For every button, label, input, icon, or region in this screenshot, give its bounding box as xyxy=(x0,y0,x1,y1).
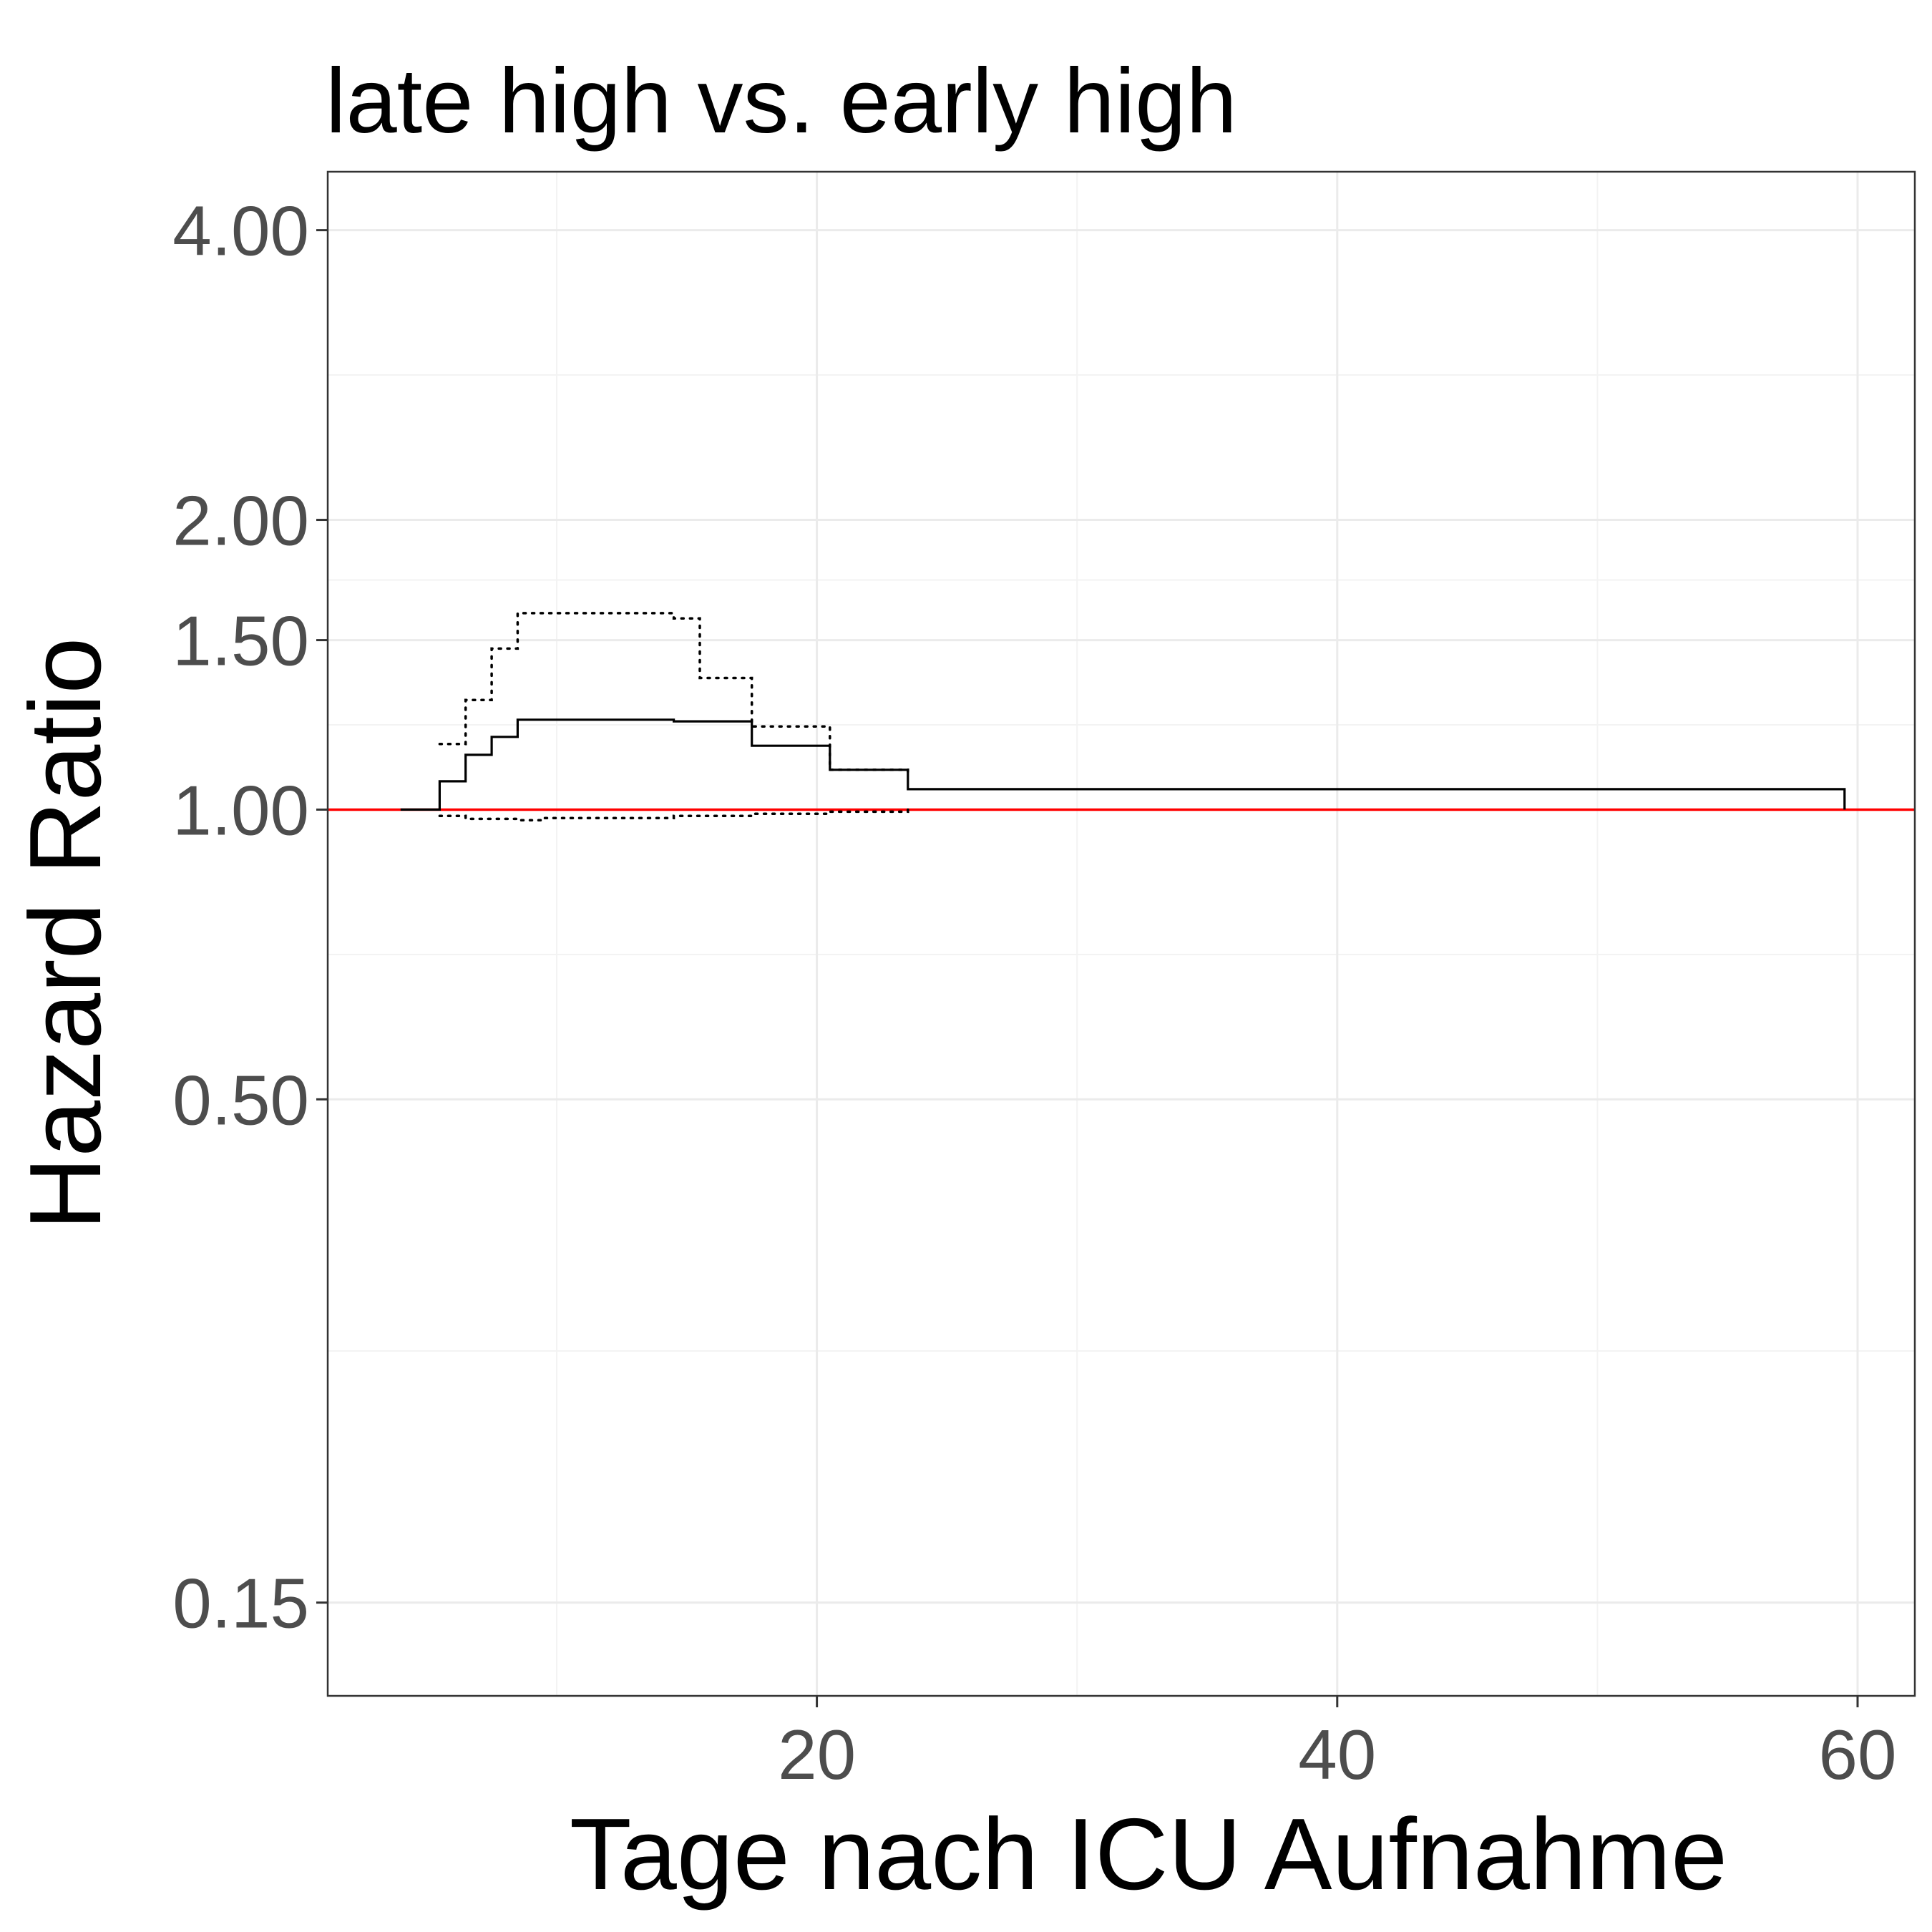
y-tick-label: 4.00 xyxy=(172,192,309,270)
chart-title: late high vs. early high xyxy=(326,50,1237,152)
x-axis-title: Tage nach ICU Aufnahme xyxy=(570,1797,1727,1911)
x-tick-label: 60 xyxy=(1818,1715,1896,1794)
confidence-bound-line xyxy=(438,808,909,821)
x-tick-label: 20 xyxy=(778,1715,856,1794)
y-tick-label: 0.15 xyxy=(172,1564,309,1643)
y-tick-label: 0.50 xyxy=(172,1060,309,1139)
panel-border xyxy=(326,170,1916,1697)
y-tick-label: 1.50 xyxy=(172,602,309,680)
y-tick-label: 2.00 xyxy=(172,482,309,560)
confidence-bound-line xyxy=(438,612,909,774)
y-tick-label: 1.00 xyxy=(172,771,309,849)
y-axis-title: Hazard Ratio xyxy=(9,638,122,1231)
x-tick-label: 40 xyxy=(1298,1715,1376,1794)
axes: 20 40 60 0.15 0.50 1.00 1.50 2.00 4.00 xyxy=(172,192,1896,1794)
plot-area xyxy=(328,612,1915,821)
